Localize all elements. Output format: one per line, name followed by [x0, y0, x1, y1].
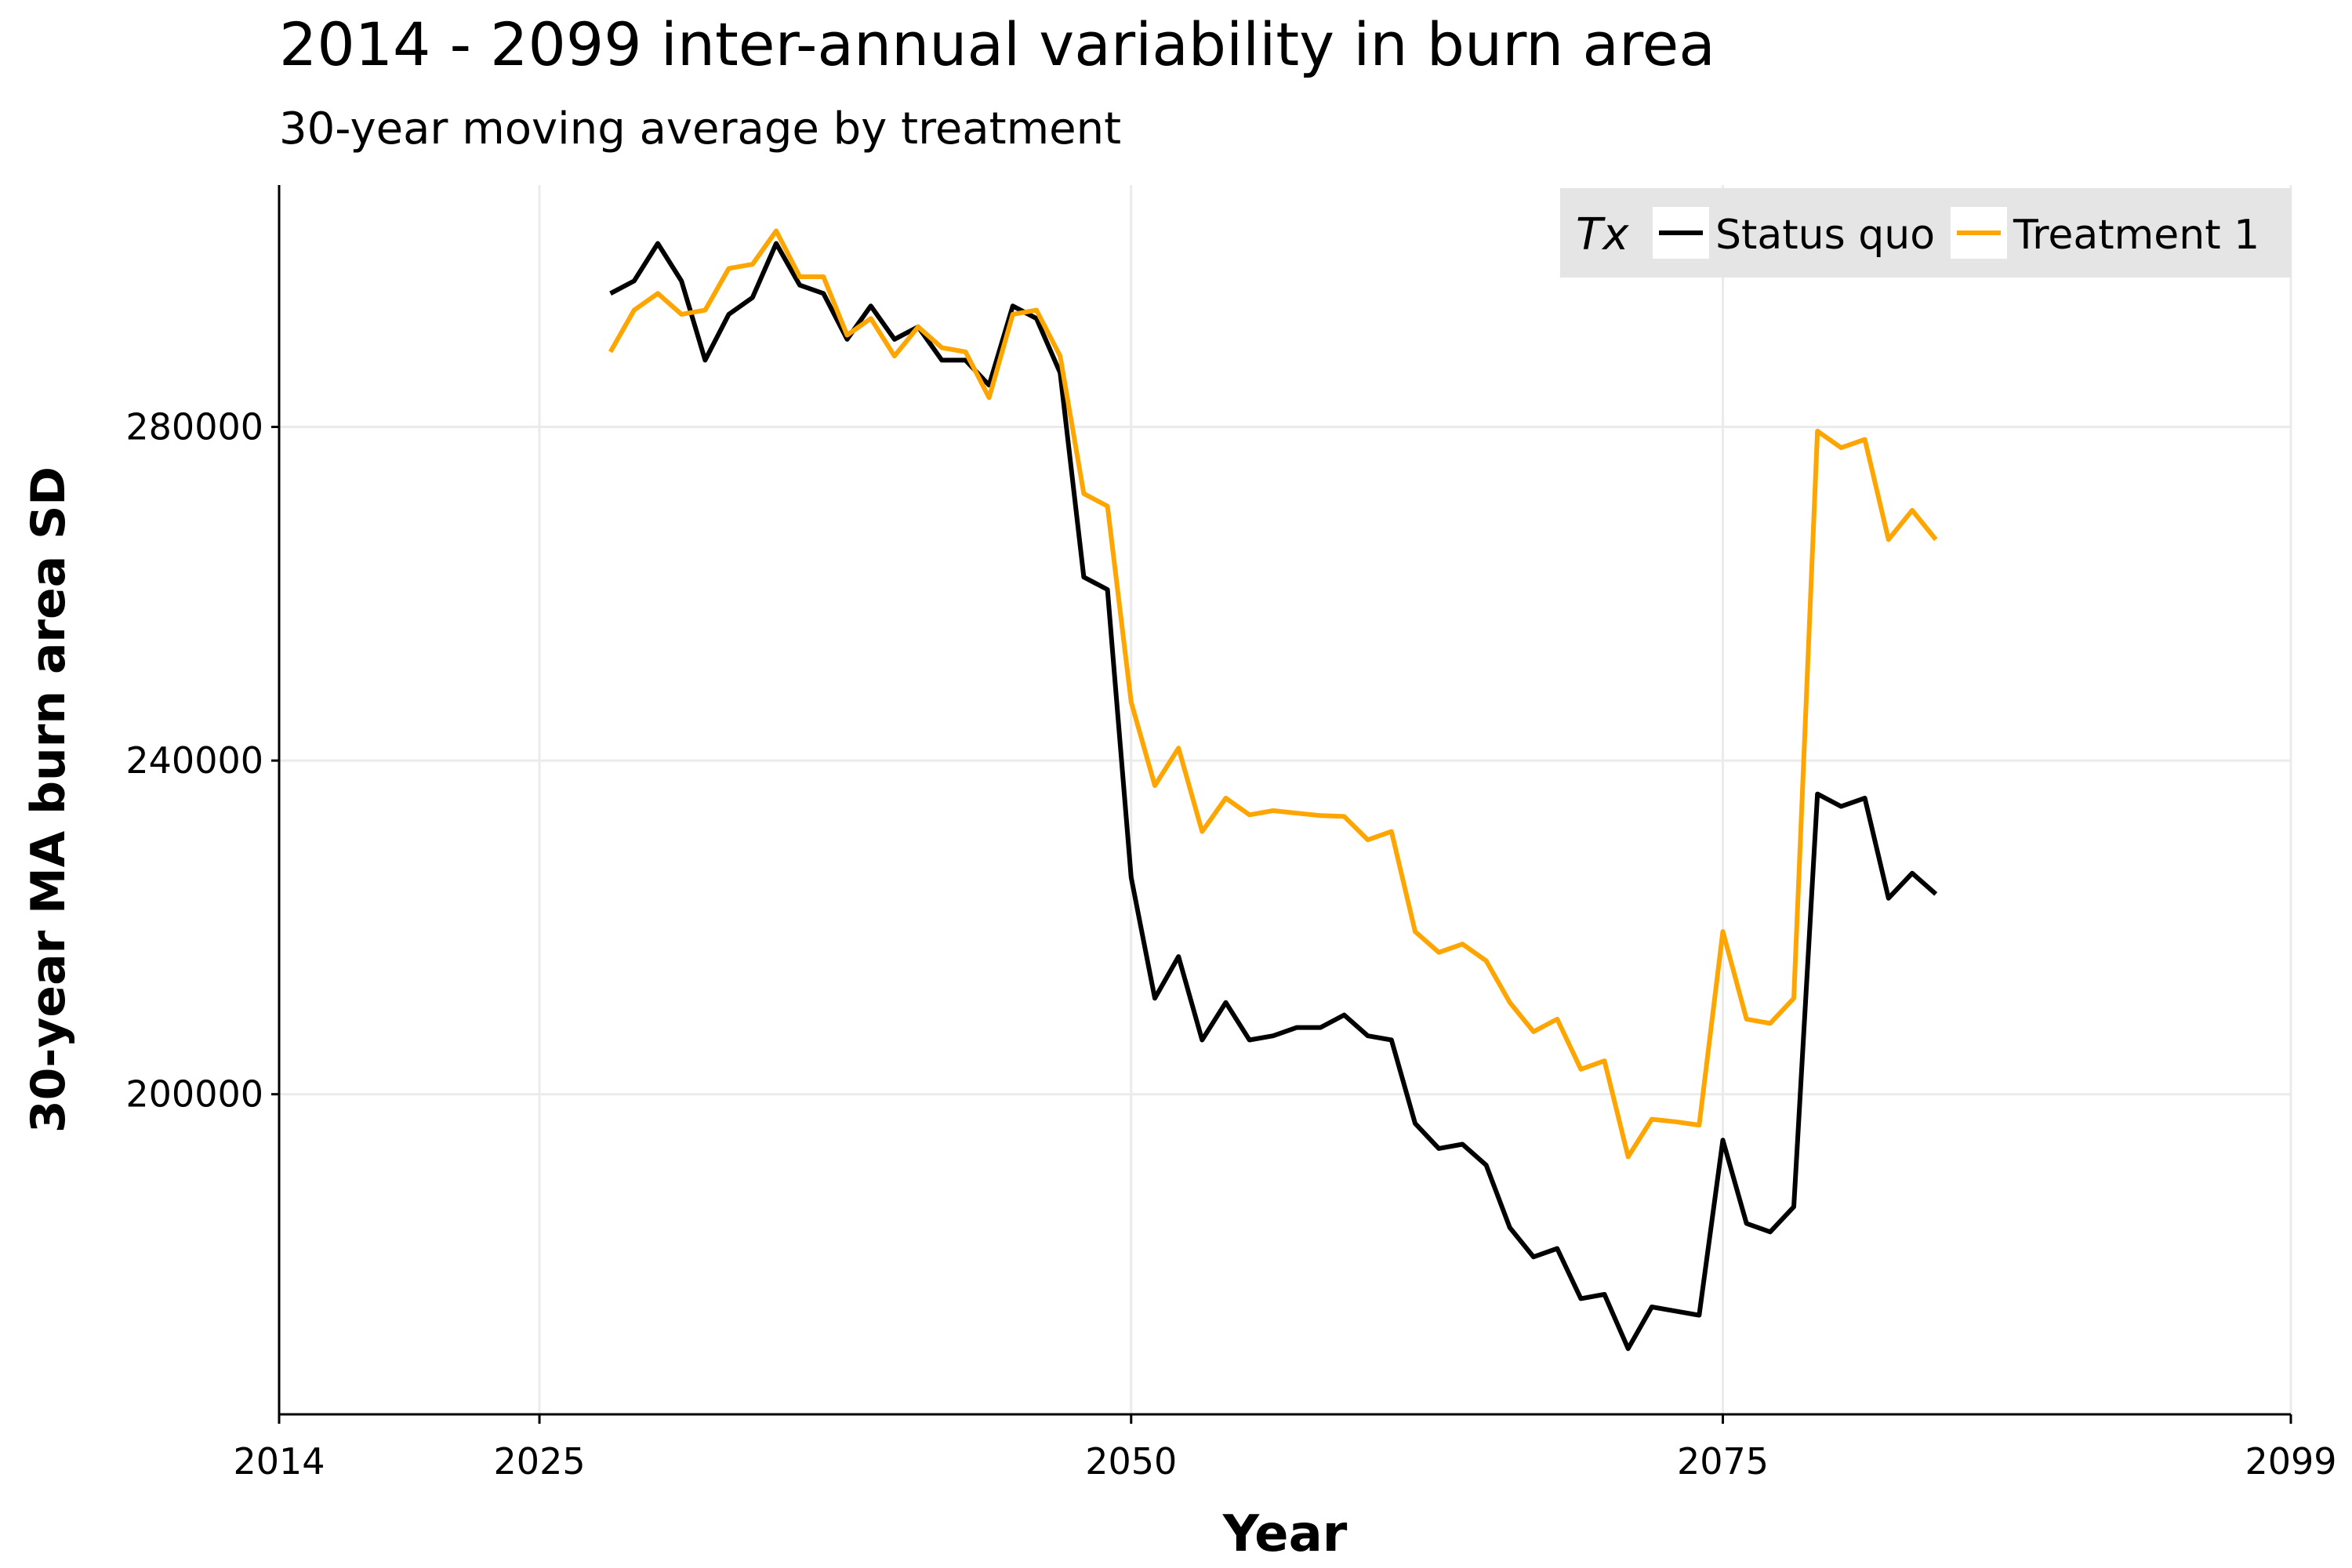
x-tick-label: 2099: [2245, 1440, 2336, 1483]
legend-title: Tx: [1576, 209, 1629, 260]
x-tick-label: 2050: [1085, 1440, 1177, 1483]
y-tick-label: 280000: [125, 406, 263, 448]
series-line-status-quo: [609, 241, 1938, 1352]
x-axis-title: Year: [1222, 1505, 1348, 1563]
y-axis-title: 30-year MA burn area SD: [21, 466, 76, 1133]
x-tick-label: 2014: [233, 1440, 325, 1483]
chart-subtitle: 30-year moving average by treatment: [279, 103, 1122, 154]
y-tick-label: 240000: [125, 739, 263, 782]
legend-label-treatment-1: Treatment 1: [2013, 212, 2259, 259]
y-tick-label: 200000: [125, 1073, 263, 1116]
legend: Tx Status quo Treatment 1: [1560, 188, 2291, 278]
tick-labels: 200000 240000 280000 2014 2025 2050 2075 2099: [125, 406, 2336, 1483]
series-lines: [608, 228, 1938, 1352]
x-tick-label: 2025: [494, 1440, 586, 1483]
axes: [278, 185, 2291, 1416]
x-tick-label: 2075: [1677, 1440, 1769, 1483]
gridlines: [278, 185, 2292, 1414]
chart-title: 2014 - 2099 inter-annual variability in …: [279, 9, 1715, 79]
legend-label-status-quo: Status quo: [1715, 212, 1935, 259]
series-line-treatment-1: [608, 228, 1938, 1160]
